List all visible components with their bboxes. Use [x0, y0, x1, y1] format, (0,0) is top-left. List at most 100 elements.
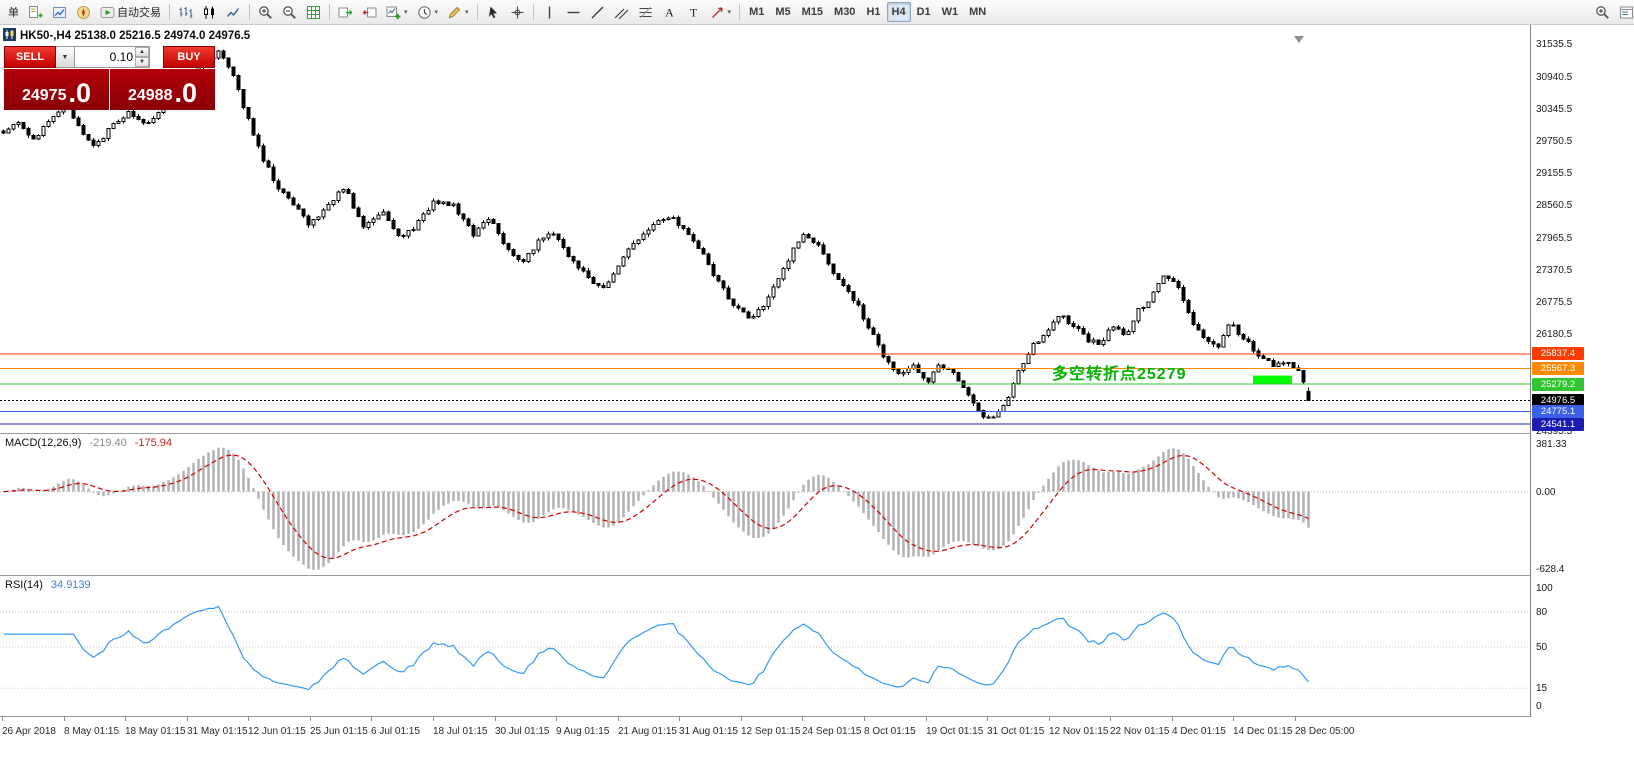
time-axis-label: 31 Oct 01:15: [987, 726, 1045, 737]
toolbar-tf-mn[interactable]: MN: [964, 2, 991, 22]
macd-axis-label: 381.33: [1536, 439, 1567, 450]
volume-field: ▲ ▼: [75, 46, 150, 68]
toolbar-crosshair[interactable]: [506, 2, 529, 22]
rsi-chart: [0, 605, 1530, 691]
price-axis-label: 31535.5: [1536, 39, 1573, 51]
volume-input[interactable]: [75, 47, 149, 67]
toolbar-new-order[interactable]: [24, 2, 47, 22]
time-axis-tick: [1295, 717, 1296, 721]
toolbar-search[interactable]: [1591, 2, 1614, 22]
search-icon: [1595, 5, 1610, 20]
macd-signal-line: [3, 454, 1309, 559]
rsi-axis-label: 100: [1536, 583, 1553, 594]
macd-panel[interactable]: MACD(12,26,9) -219.40 -175.94: [0, 434, 1634, 576]
sell-price[interactable]: 24975.0: [4, 69, 109, 110]
fibonacci-icon: [638, 5, 653, 20]
toolbar-tf-h4[interactable]: H4: [886, 2, 911, 22]
trendline-icon: [590, 5, 605, 20]
time-axis-label: 31 May 01:15: [187, 726, 248, 737]
macd-histogram: [7, 447, 1310, 570]
toolbar-navigator[interactable]: [72, 2, 95, 22]
toolbar-zoom-in[interactable]: [254, 2, 277, 22]
new-chart-icon: [386, 5, 401, 20]
buy-button[interactable]: BUY: [163, 46, 215, 68]
toolbar-tf-m5[interactable]: M5: [770, 2, 795, 22]
price-axis-label: 29750.5: [1536, 135, 1573, 147]
toolbar-tf-w1[interactable]: W1: [937, 2, 964, 22]
toolbar-market-watch[interactable]: [48, 2, 71, 22]
toolbar-bar-chart-mode[interactable]: [174, 2, 197, 22]
time-axis-tick: [864, 717, 865, 721]
price-axis-label: 30345.5: [1536, 103, 1573, 115]
toolbar-cursor[interactable]: [482, 2, 505, 22]
time-axis-tick: [371, 717, 372, 721]
toolbar-line-chart-mode[interactable]: [222, 2, 245, 22]
toolbar-auto-trading[interactable]: 自动交易: [96, 2, 165, 22]
text-tool-icon: A: [662, 5, 677, 20]
time-axis[interactable]: 26 Apr 2018 8 May 01:15 18 May 01:15 31 May…: [0, 717, 1634, 747]
toolbar-menu-order-label: 单: [8, 7, 19, 19]
toolbar-fibonacci[interactable]: [634, 2, 657, 22]
toolbar-trendline[interactable]: [586, 2, 609, 22]
toolbar-horizontal-line[interactable]: [562, 2, 585, 22]
arrows-icon: [710, 5, 725, 20]
toolbar-menu-order[interactable]: 单: [4, 2, 23, 22]
toolbar-candlestick-mode[interactable]: [198, 2, 221, 22]
chart-shift-icon: [362, 5, 377, 20]
time-axis-tick: [679, 717, 680, 721]
toolbar-tf-m15[interactable]: M15: [797, 2, 828, 22]
toolbar-equidistant-channel[interactable]: [610, 2, 633, 22]
highlight-rectangle[interactable]: [1253, 375, 1292, 384]
time-axis-tick: [248, 717, 249, 721]
bar-chart-mode-icon: [178, 5, 193, 20]
toolbar-separator: [476, 4, 478, 20]
time-axis-tick: [556, 717, 557, 721]
time-axis-tick: [64, 717, 65, 721]
trade-options-dropdown[interactable]: ▼: [56, 46, 75, 68]
toolbar-tf-m5-label: M5: [775, 6, 791, 18]
sell-button[interactable]: SELL: [4, 46, 56, 68]
toolbar-zoom-out[interactable]: [278, 2, 301, 22]
toolbar-new-chart[interactable]: ▾: [382, 2, 412, 22]
indicators-icon: [306, 5, 321, 20]
trade-buttons-row: SELL ▼ ▲ ▼ BUY: [4, 46, 215, 68]
time-axis-tick: [495, 717, 496, 721]
rsi-axis-label: 50: [1536, 642, 1548, 653]
volume-decrease-button[interactable]: ▼: [135, 57, 149, 67]
toolbar-window-list[interactable]: [1615, 2, 1634, 22]
time-axis-label: 8 May 01:15: [64, 726, 120, 737]
price-chart-panel[interactable]: HK50-,H4 25138.0 25216.5 24974.0 24976.5…: [0, 24, 1634, 434]
trade-prices-row: 24975.0 24988.0: [4, 69, 215, 110]
turning-point-annotation[interactable]: 多空转折点25279: [1052, 366, 1187, 383]
toolbar-tf-m30-label: M30: [834, 6, 856, 18]
sell-price-frac: .0: [68, 78, 92, 109]
volume-increase-button[interactable]: ▲: [135, 47, 149, 57]
macd-chart: [0, 447, 1530, 570]
toolbar-indicators[interactable]: [302, 2, 325, 22]
candlestick-chart[interactable]: [0, 24, 1530, 433]
time-axis-tick: [618, 717, 619, 721]
toolbar-tf-d1[interactable]: D1: [912, 2, 936, 22]
toolbar-vertical-line[interactable]: [538, 2, 561, 22]
toolbar-tf-h1[interactable]: H1: [861, 2, 885, 22]
time-axis-label: 9 Aug 01:15: [556, 726, 610, 737]
toolbar-templates[interactable]: ▾: [443, 2, 473, 22]
templates-icon: [447, 5, 462, 20]
rsi-panel[interactable]: RSI(14) 34.9139: [0, 576, 1634, 717]
toolbar-arrows[interactable]: ▾: [706, 2, 736, 22]
time-axis-tick: [741, 717, 742, 721]
toolbar-tf-m1[interactable]: M1: [744, 2, 769, 22]
toolbar-chart-shift[interactable]: [358, 2, 381, 22]
toolbar-auto-trading-label: 自动交易: [117, 7, 161, 19]
buy-price[interactable]: 24988.0: [110, 69, 215, 110]
toolbar-separator: [329, 4, 330, 20]
price-axis[interactable]: 31535.5 30940.5 30345.5 29750.5 29155.5 28560…: [1530, 24, 1634, 717]
chart-shift-marker[interactable]: [1294, 36, 1304, 43]
toolbar-label-tool[interactable]: T: [682, 2, 705, 22]
toolbar-tf-m30[interactable]: M30: [829, 2, 860, 22]
toolbar-periods[interactable]: ▾: [413, 2, 443, 22]
macd-axis-label: 0.00: [1536, 486, 1556, 498]
toolbar-auto-scroll[interactable]: [334, 2, 357, 22]
toolbar-text-tool[interactable]: A: [658, 2, 681, 22]
volume-spinner: ▲ ▼: [135, 47, 149, 67]
